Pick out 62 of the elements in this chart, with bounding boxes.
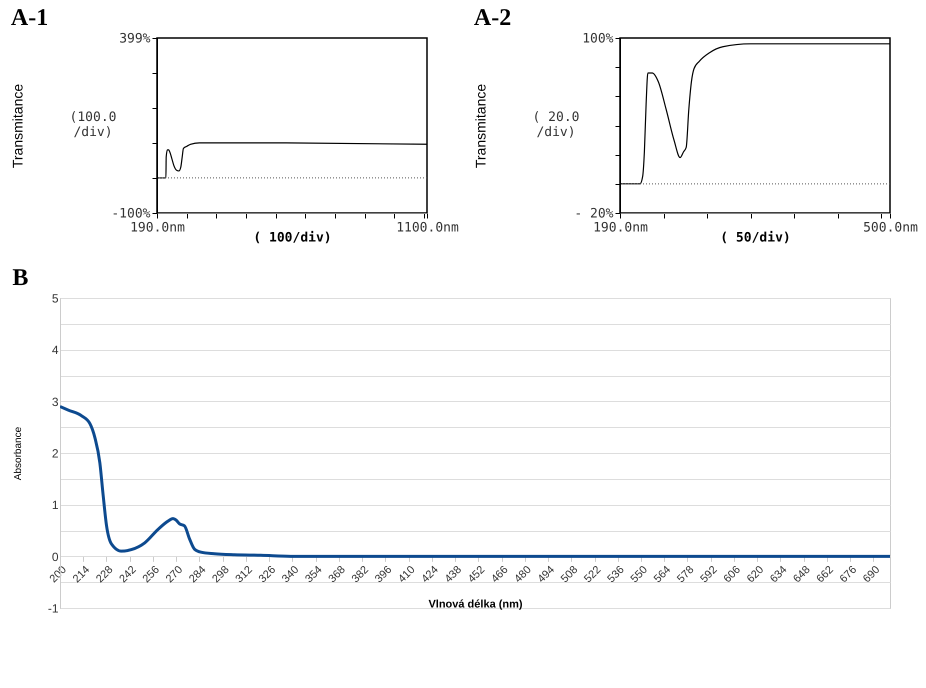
x-tick-label: 592 xyxy=(698,564,720,586)
x-tick-label: 438 xyxy=(442,564,464,586)
chart-title: A-2 xyxy=(474,5,512,31)
x-tick-label: 1100.0nm xyxy=(396,220,459,236)
x-tick-label: 340 xyxy=(280,564,302,586)
y-tick-label: 399% xyxy=(119,32,151,46)
y-tick-label: 2 xyxy=(52,446,59,460)
line-series xyxy=(60,405,890,558)
x-tick-label: 368 xyxy=(326,564,348,586)
y-tick-label: -1 xyxy=(48,602,59,616)
x-tick-label: 676 xyxy=(838,564,860,586)
x-tick-label: 312 xyxy=(233,564,255,586)
x-tick-label: 354 xyxy=(303,564,325,586)
x-tick-label: 690 xyxy=(860,564,882,586)
x-tick-label: 508 xyxy=(558,564,580,586)
y-tick-label: -100% xyxy=(111,206,151,222)
x-tick-label: 214 xyxy=(70,564,92,586)
y-tick-label: 5 xyxy=(52,292,59,306)
x-axis-title: Vlnová délka (nm) xyxy=(428,598,523,611)
x-tick-label: 606 xyxy=(721,564,743,586)
y-tick-label: 1 xyxy=(52,498,59,512)
x-tick-label: 242 xyxy=(117,564,139,586)
x-tick-label: 494 xyxy=(536,564,558,586)
chart-title: B xyxy=(12,265,28,291)
x-tick-label: 480 xyxy=(512,564,534,586)
x-axis-title: ( 50/div) xyxy=(720,230,791,246)
y-tick-label: 4 xyxy=(52,343,59,358)
y-tick-label: 100% xyxy=(582,32,614,46)
x-tick-label: 396 xyxy=(372,564,394,586)
y-tick-label: 0 xyxy=(52,550,59,564)
chart-title: A-1 xyxy=(10,5,48,31)
x-tick-label: 634 xyxy=(768,564,790,586)
x-tick-label: 550 xyxy=(628,564,650,586)
x-tick-label: 648 xyxy=(791,564,813,586)
y-axis-title: Absorbance xyxy=(12,426,24,480)
x-tick-label: 284 xyxy=(186,564,208,586)
x-tick-label: 620 xyxy=(744,564,766,586)
x-tick-label: 500.0nm xyxy=(863,220,918,236)
x-tick-label: 564 xyxy=(652,564,674,586)
x-tick-label: 298 xyxy=(210,564,232,586)
y-tick-label: - 20% xyxy=(574,206,614,222)
text: ( 20.0 /div) xyxy=(532,110,580,140)
y-axis-title: Transmitance xyxy=(9,84,26,168)
x-tick-label: 536 xyxy=(605,564,627,586)
x-tick-label: 382 xyxy=(350,564,372,586)
x-tick-label: 662 xyxy=(814,564,836,586)
x-tick-label: 522 xyxy=(582,564,604,586)
y-tick-label: 3 xyxy=(52,394,59,409)
x-tick-label: 270 xyxy=(164,564,186,586)
x-tick-label: 410 xyxy=(396,564,418,586)
text: (100.0 /div) xyxy=(70,110,116,140)
x-tick-label: 424 xyxy=(419,564,441,586)
x-tick-label: 452 xyxy=(466,564,488,586)
x-tick-label: 578 xyxy=(675,564,696,586)
x-tick-label: 256 xyxy=(140,564,162,586)
x-tick-label: 190.0nm xyxy=(130,220,186,236)
x-tick-label: 190.0nm xyxy=(593,220,648,236)
y-axis-title: Transmitance xyxy=(472,84,488,168)
x-tick-label: 326 xyxy=(256,564,278,586)
x-tick-label: 466 xyxy=(489,564,511,586)
x-tick-label: 228 xyxy=(94,564,116,586)
x-axis-title: ( 100/div) xyxy=(253,230,332,246)
